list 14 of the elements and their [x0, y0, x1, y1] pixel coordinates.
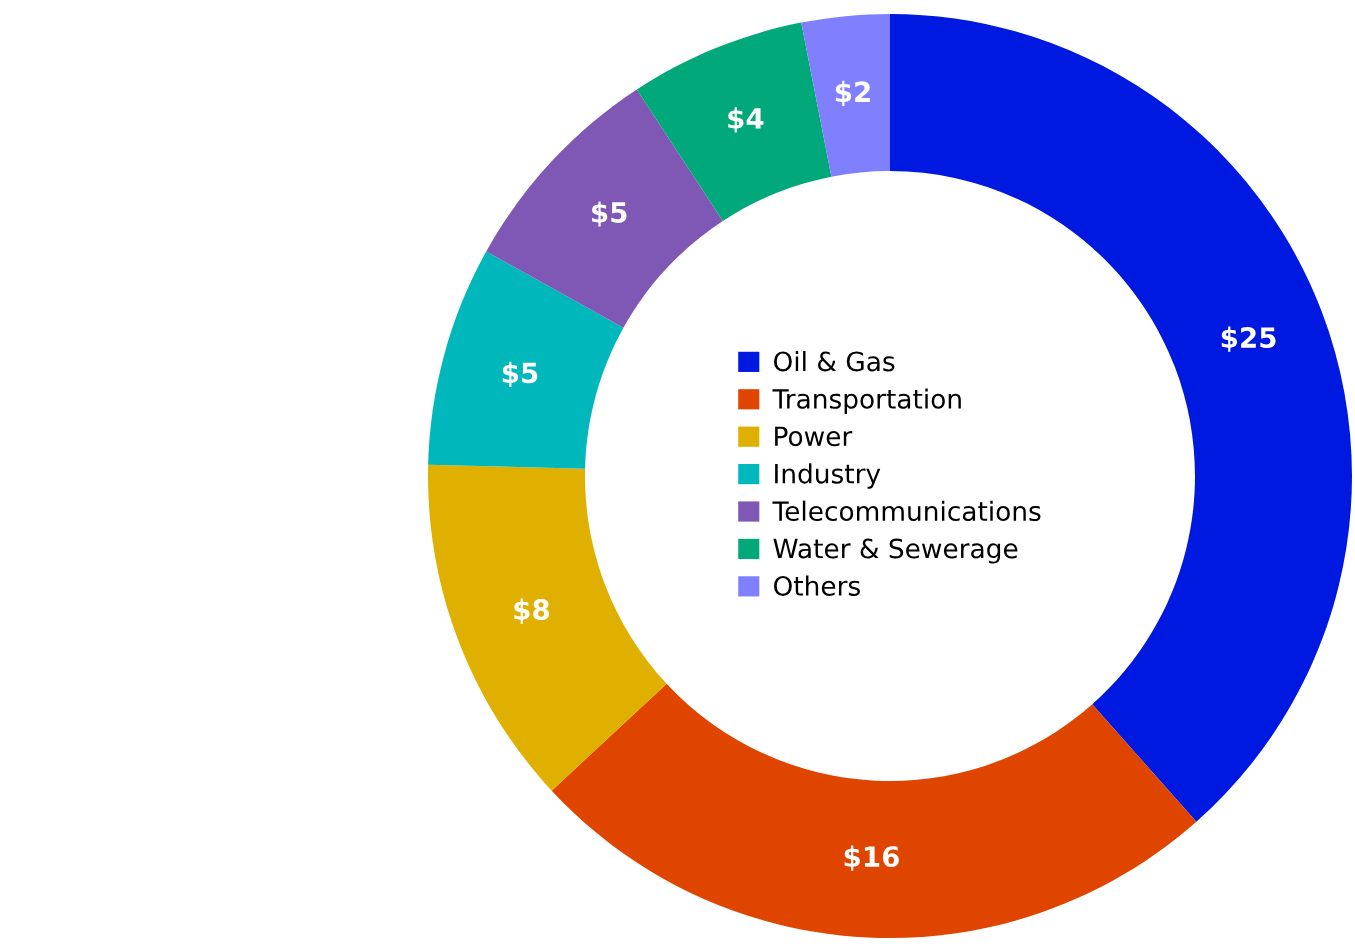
legend-label: Industry [775, 463, 881, 489]
data-label: $8 [514, 598, 550, 624]
legend-label: Others [774, 575, 860, 596]
legend-label: Telecommunications [772, 500, 1041, 522]
data-label: $5 [592, 201, 627, 227]
legend-label: Transportation [772, 388, 961, 414]
data-label: $4 [728, 107, 764, 133]
data-label: $2 [835, 80, 870, 107]
data-label: $5 [502, 361, 538, 387]
legend-label: Power [775, 426, 853, 447]
legend-label: Oil & Gas [774, 350, 895, 372]
data-label: $16 [844, 845, 899, 871]
legend-label: Water & Sewerage [773, 538, 1018, 564]
data-label: $25 [1221, 326, 1276, 352]
